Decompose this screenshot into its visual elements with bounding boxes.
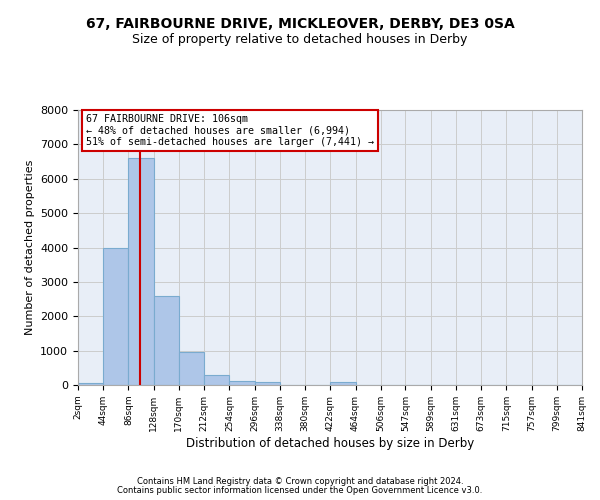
Text: Contains public sector information licensed under the Open Government Licence v3: Contains public sector information licen… [118,486,482,495]
Bar [331,382,356,385]
Bar [154,296,179,385]
X-axis label: Distribution of detached houses by size in Derby: Distribution of detached houses by size … [186,436,474,450]
Bar [78,384,103,385]
Text: Size of property relative to detached houses in Derby: Size of property relative to detached ho… [133,32,467,46]
Text: Contains HM Land Registry data © Crown copyright and database right 2024.: Contains HM Land Registry data © Crown c… [137,477,463,486]
Bar [204,374,229,385]
Y-axis label: Number of detached properties: Number of detached properties [25,160,35,335]
Bar [254,382,280,385]
Text: 67, FAIRBOURNE DRIVE, MICKLEOVER, DERBY, DE3 0SA: 67, FAIRBOURNE DRIVE, MICKLEOVER, DERBY,… [86,18,514,32]
Bar [229,381,254,385]
Bar [128,158,154,385]
Text: 67 FAIRBOURNE DRIVE: 106sqm
← 48% of detached houses are smaller (6,994)
51% of : 67 FAIRBOURNE DRIVE: 106sqm ← 48% of det… [86,114,374,148]
Bar [179,352,204,385]
Bar [103,248,128,385]
